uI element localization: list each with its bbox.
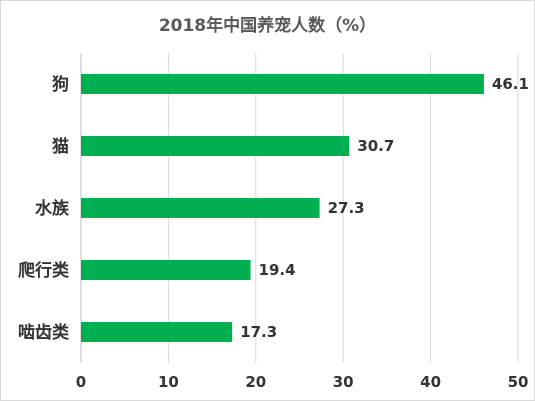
category-label: 狗 xyxy=(52,74,69,95)
bar-3 xyxy=(81,260,251,280)
bar-4 xyxy=(81,322,233,342)
x-tick-label: 10 xyxy=(158,373,179,391)
category-label: 爬行类 xyxy=(18,260,70,281)
x-tick-label: 20 xyxy=(245,373,266,391)
bar-1 xyxy=(81,136,350,156)
bar-0 xyxy=(81,74,484,94)
data-label: 17.3 xyxy=(240,323,277,341)
data-label: 27.3 xyxy=(328,199,365,217)
category-label: 啮齿类 xyxy=(18,322,70,343)
x-tick-label: 50 xyxy=(508,373,529,391)
data-label: 30.7 xyxy=(357,137,394,155)
x-tick-label: 0 xyxy=(76,373,86,391)
x-tick-label: 30 xyxy=(333,373,354,391)
category-label: 猫 xyxy=(52,136,69,157)
data-label: 19.4 xyxy=(259,261,296,279)
bar-2 xyxy=(81,198,320,218)
chart-title: 2018年中国养宠人数（%） xyxy=(158,16,377,36)
x-tick-label: 40 xyxy=(420,373,441,391)
data-label: 46.1 xyxy=(492,75,529,93)
category-label: 水族 xyxy=(35,198,70,219)
